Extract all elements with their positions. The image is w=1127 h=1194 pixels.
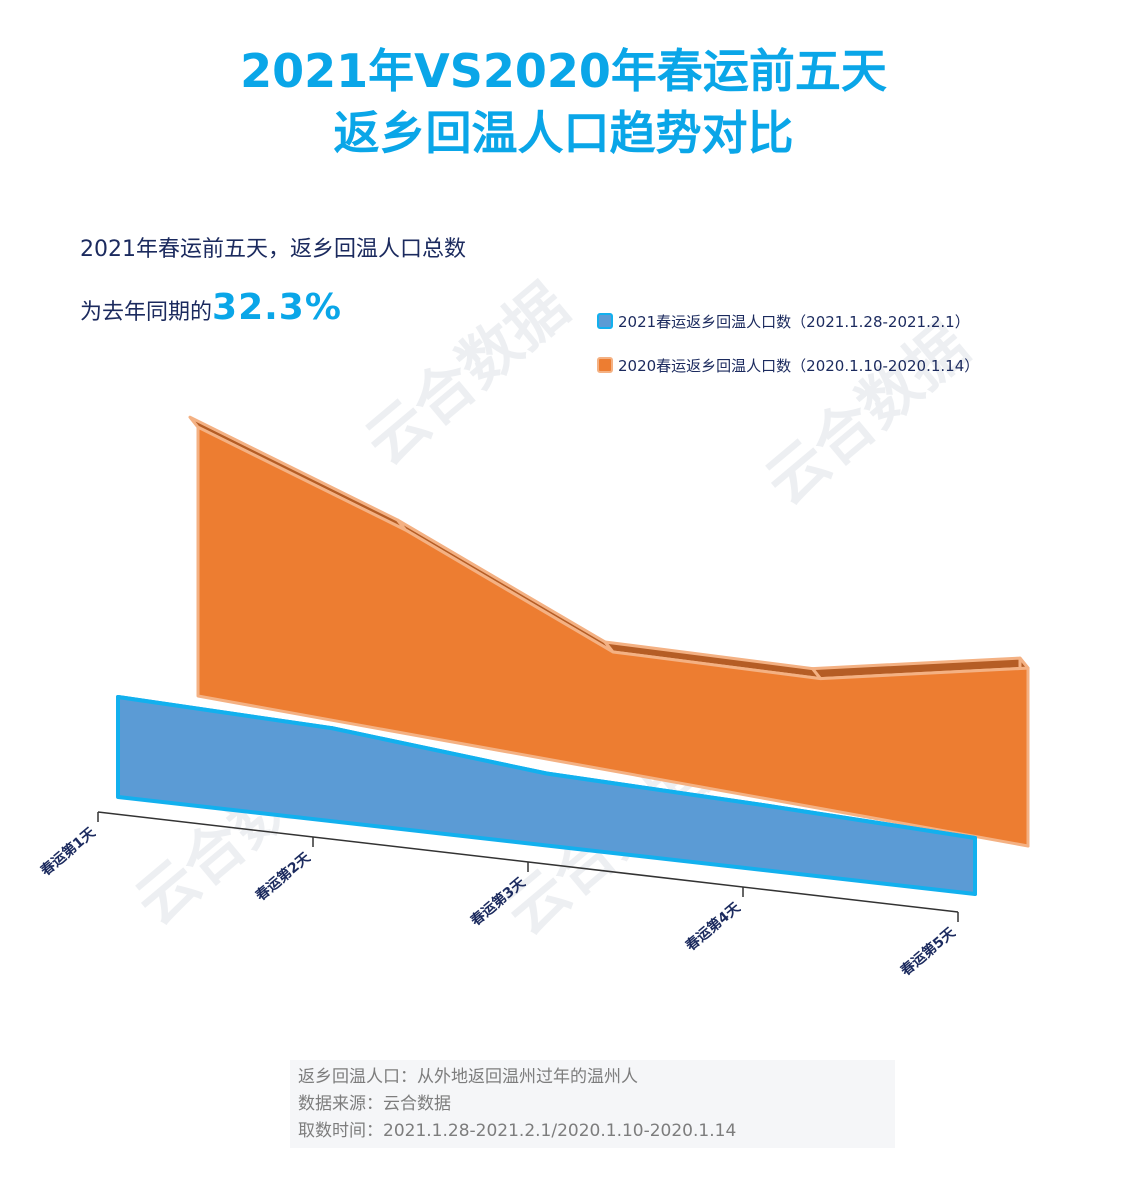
x-tick-label: 春运第4天 — [682, 898, 745, 955]
series-2020 — [188, 415, 1030, 848]
footnote-line-3: 取数时间：2021.1.28-2021.2.1/2020.1.10-2020.1… — [298, 1121, 737, 1141]
summary-highlight: 32.3% — [212, 287, 342, 328]
legend-swatch — [597, 357, 613, 373]
title-line-2: 返乡回温人口趋势对比 — [333, 106, 794, 160]
legend-item: 2020春运返乡回温人口数（2020.1.10-2020.1.14） — [597, 357, 979, 375]
legend-swatch — [597, 313, 613, 329]
watermark-text: 云合数据 — [353, 271, 582, 479]
title-line-1: 2021年VS2020年春运前五天 — [240, 44, 887, 98]
plot-area — [116, 415, 1030, 896]
chart-title: 2021年VS2020年春运前五天 返乡回温人口趋势对比 — [0, 40, 1127, 164]
x-tick-label: 春运第1天 — [37, 823, 100, 880]
legend-item: 2021春运返乡回温人口数（2021.1.28-2021.2.1） — [597, 313, 970, 331]
summary-prefix: 为去年同期的 — [80, 300, 213, 325]
legend-label: 2020春运返乡回温人口数（2020.1.10-2020.1.14） — [618, 357, 979, 375]
summary-text: 2021年春运前五天，返乡回温人口总数 为去年同期的32.3% — [80, 230, 466, 333]
area-front-face — [116, 695, 977, 896]
footnote-line-2: 数据来源：云合数据 — [298, 1094, 451, 1114]
legend-label: 2021春运返乡回温人口数（2021.1.28-2021.2.1） — [618, 313, 970, 331]
watermark-text: 云合数据 — [753, 311, 982, 519]
series-2021 — [116, 695, 977, 896]
x-tick-label: 春运第5天 — [897, 923, 960, 980]
footnote-line-1: 返乡回温人口：从外地返回温州过年的温州人 — [298, 1067, 638, 1087]
area-front-face — [196, 425, 1030, 848]
footnote: 返乡回温人口：从外地返回温州过年的温州人 数据来源：云合数据 取数时间：2021… — [290, 1060, 895, 1148]
summary-line-2: 为去年同期的32.3% — [80, 288, 466, 333]
legend: 2021春运返乡回温人口数（2021.1.28-2021.2.1） 2020春运返… — [597, 313, 979, 375]
summary-line-1: 2021年春运前五天，返乡回温人口总数 — [80, 237, 466, 262]
